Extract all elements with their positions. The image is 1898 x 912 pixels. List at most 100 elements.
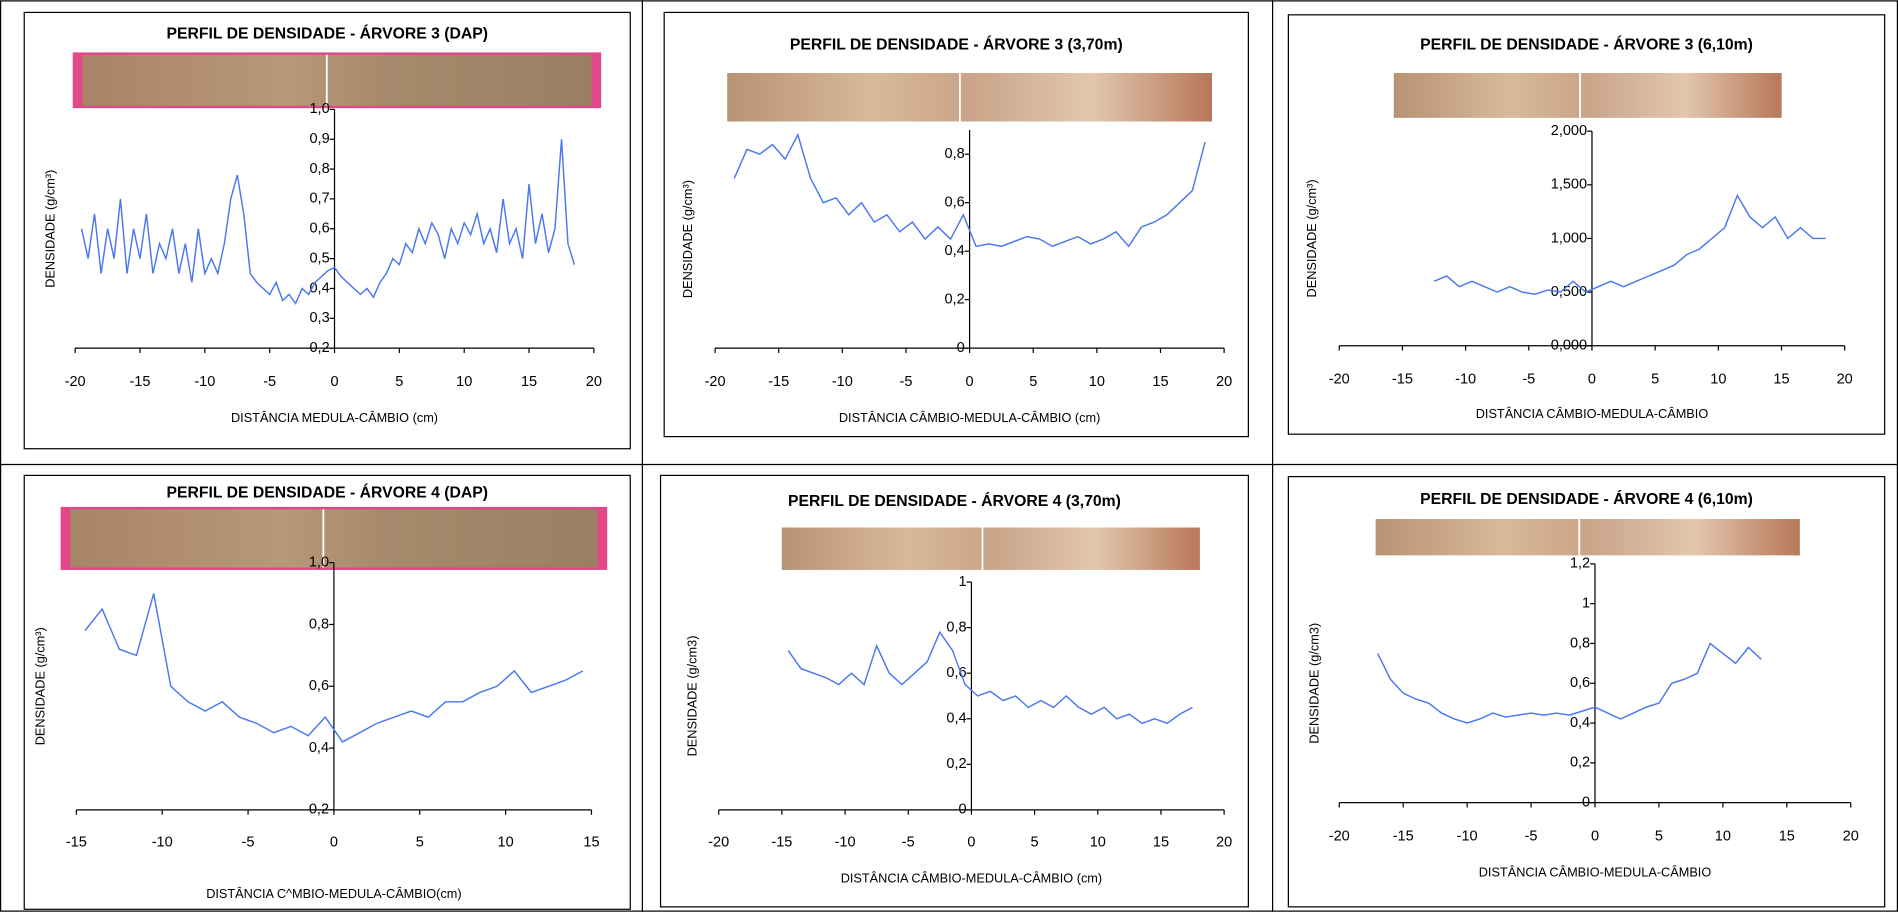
density-line: [733, 132, 1206, 248]
y-axis-label: DENSIDADE (g/cm³): [1304, 179, 1319, 297]
y-tick-label: 0,5: [309, 250, 329, 266]
density-line: [84, 593, 584, 743]
x-tick-label: 0: [1588, 371, 1596, 387]
y-tick-label: 0,6: [946, 665, 966, 681]
x-tick-label: -10: [835, 834, 856, 850]
y-axis-label: DENSIDADE (g/cm3): [685, 636, 700, 757]
y-tick-label: 0,6: [309, 678, 329, 694]
x-tick-label: 10: [498, 834, 514, 850]
y-tick-label: 0,2: [309, 802, 329, 818]
x-axis-label: DISTÂNCIA C^MBIO-MEDULA-CÂMBIO(cm): [206, 886, 461, 901]
x-axis-label: DISTÂNCIA CÂMBIO-MEDULA-CÂMBIO: [1476, 406, 1709, 421]
y-axis-label: DENSIDADE (g/cm³): [680, 180, 695, 298]
x-tick-label: 15: [1152, 374, 1168, 390]
wood-sample-photo: [1375, 519, 1800, 556]
chart-title: PERFIL DE DENSIDADE - ÁRVORE 4 (3,70m): [788, 491, 1121, 510]
x-tick-label: -10: [1457, 828, 1478, 844]
y-tick-label: 0,6: [945, 195, 965, 211]
x-tick-label: -5: [900, 374, 913, 390]
y-tick-label: 1,0: [309, 101, 329, 117]
x-tick-label: -15: [66, 834, 87, 850]
density-line: [80, 139, 576, 305]
x-tick-label: -5: [902, 834, 915, 850]
x-tick-label: -10: [194, 374, 215, 390]
y-tick-label: 0,3: [309, 310, 329, 326]
chart-title: PERFIL DE DENSIDADE - ÁRVORE 3 (6,10m): [1420, 34, 1753, 53]
wood-sample-photo: [82, 54, 592, 106]
y-tick-label: 1,500: [1551, 177, 1587, 193]
density-line: [787, 630, 1193, 725]
x-tick-label: 0: [1591, 828, 1599, 844]
x-tick-label: 15: [1779, 828, 1795, 844]
x-tick-label: 0: [330, 834, 338, 850]
x-axis-label: DISTÂNCIA CÂMBIO-MEDULA-CÂMBIO: [1479, 864, 1712, 879]
chart-title: PERFIL DE DENSIDADE - ÁRVORE 3 (3,70m): [790, 34, 1123, 53]
x-tick-label: -5: [242, 834, 255, 850]
y-axis-label: DENSIDADE (g/cm3): [1306, 623, 1321, 744]
chart-title: PERFIL DE DENSIDADE - ÁRVORE 4 (6,10m): [1420, 489, 1753, 508]
x-tick-label: -10: [832, 374, 853, 390]
y-tick-label: 0,4: [309, 740, 329, 756]
x-tick-label: -15: [1392, 371, 1413, 387]
x-tick-label: 15: [521, 374, 537, 390]
y-tick-label: 0,2: [1570, 755, 1590, 771]
wood-sample-photo: [727, 73, 1213, 122]
wood-sample-photo: [1393, 73, 1782, 118]
y-tick-label: 0: [957, 340, 965, 356]
x-tick-label: -20: [708, 834, 729, 850]
y-tick-label: 0,6: [1570, 675, 1590, 691]
y-tick-label: 0,8: [1570, 635, 1590, 651]
x-tick-label: -5: [1522, 371, 1535, 387]
y-tick-label: 0,4: [945, 243, 965, 259]
chart-title: PERFIL DE DENSIDADE - ÁRVORE 3 (DAP): [167, 23, 488, 42]
x-axis-label: DISTÂNCIA CÂMBIO-MEDULA-CÂMBIO (cm): [839, 410, 1100, 425]
x-tick-label: 5: [1655, 828, 1663, 844]
x-tick-label: 0: [330, 374, 338, 390]
y-tick-label: 0,8: [946, 619, 966, 635]
x-tick-label: 5: [416, 834, 424, 850]
x-tick-label: -15: [771, 834, 792, 850]
y-tick-label: 1,0: [309, 555, 329, 571]
chart-title: PERFIL DE DENSIDADE - ÁRVORE 4 (DAP): [167, 483, 488, 502]
y-tick-label: 1,2: [1570, 556, 1590, 572]
y-tick-label: 0,4: [1570, 715, 1590, 731]
x-axis-label: DISTÂNCIA CÂMBIO-MEDULA-CÂMBIO (cm): [841, 870, 1102, 885]
y-tick-label: 0: [958, 802, 966, 818]
x-tick-label: 10: [456, 374, 472, 390]
x-tick-label: 20: [586, 374, 602, 390]
density-line: [1377, 642, 1762, 724]
x-tick-label: 0: [966, 374, 974, 390]
y-tick-label: 0,6: [309, 221, 329, 237]
x-tick-label: 15: [583, 834, 599, 850]
x-tick-label: 20: [1216, 834, 1232, 850]
y-tick-label: 1,000: [1551, 230, 1587, 246]
y-tick-label: 1: [958, 574, 966, 590]
x-tick-label: 5: [1029, 374, 1037, 390]
x-tick-label: 5: [1651, 371, 1659, 387]
x-tick-label: 15: [1153, 834, 1169, 850]
x-tick-label: -5: [263, 374, 276, 390]
x-tick-label: -15: [768, 374, 789, 390]
y-tick-label: 0: [1582, 794, 1590, 810]
x-tick-label: 5: [395, 374, 403, 390]
y-tick-label: 0,8: [309, 616, 329, 632]
y-axis-label: DENSIDADE (g/cm³): [42, 170, 57, 288]
y-tick-label: 2,000: [1551, 123, 1587, 139]
x-axis-label: DISTÂNCIA MEDULA-CÂMBIO (cm): [231, 410, 438, 425]
y-tick-label: 0,500: [1551, 284, 1587, 300]
y-tick-label: 0,2: [946, 756, 966, 772]
y-axis-label: DENSIDADE (g/cm³): [33, 627, 48, 745]
x-tick-label: -20: [1329, 828, 1350, 844]
x-tick-label: -10: [152, 834, 173, 850]
y-tick-label: 0,000: [1551, 338, 1587, 354]
y-tick-label: 1: [1582, 596, 1590, 612]
y-tick-label: 0,8: [945, 146, 965, 162]
x-tick-label: 0: [967, 834, 975, 850]
y-tick-label: 0,2: [309, 340, 329, 356]
y-tick-label: 0,2: [945, 291, 965, 307]
x-tick-label: 20: [1843, 828, 1859, 844]
wood-sample-photo: [781, 527, 1200, 570]
y-tick-label: 0,4: [946, 711, 966, 727]
